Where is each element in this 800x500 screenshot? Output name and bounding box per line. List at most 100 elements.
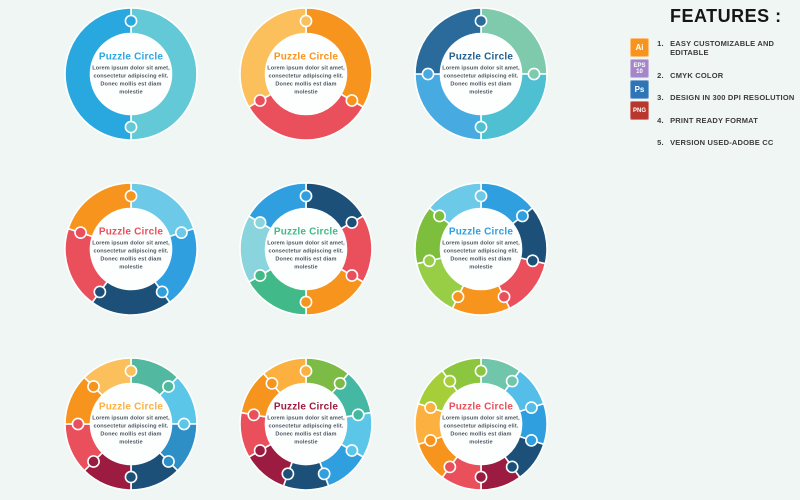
puzzle-knob bbox=[124, 189, 138, 203]
features-body: Ai EPS 10 Ps PNG 1. EASY CUSTOMIZABLE AND EDI… bbox=[626, 37, 796, 161]
eps10-icon: EPS 10 bbox=[630, 59, 649, 78]
puzzle-knob bbox=[333, 376, 347, 390]
puzzle-knob bbox=[253, 94, 267, 107]
puzzle-knob bbox=[299, 295, 313, 309]
puzzle-knob bbox=[474, 364, 488, 378]
puzzle-knob bbox=[93, 285, 107, 299]
puzzle-knob bbox=[351, 408, 365, 422]
puzzle-knob bbox=[345, 216, 359, 229]
puzzle-circle-3-pieces: Puzzle Circle Lorem ipsum dolor sit amet,… bbox=[236, 4, 376, 144]
puzzle-knob bbox=[527, 67, 541, 81]
puzzle-knob bbox=[124, 364, 138, 378]
puzzle-circle-svg bbox=[239, 7, 373, 141]
puzzle-center-disc bbox=[265, 33, 347, 115]
puzzle-knob bbox=[299, 189, 313, 203]
puzzle-knob bbox=[474, 189, 488, 203]
puzzle-knob bbox=[505, 460, 519, 474]
puzzle-knob bbox=[155, 285, 169, 299]
puzzle-center-disc bbox=[265, 383, 347, 465]
puzzle-knob bbox=[345, 94, 359, 107]
puzzle-center-disc bbox=[90, 208, 172, 290]
feature-label: DESIGN IN 300 DPI RESOLUTION bbox=[670, 93, 795, 102]
ps-icon: Ps bbox=[630, 80, 649, 99]
puzzle-knob bbox=[474, 120, 488, 134]
puzzle-center-disc bbox=[440, 383, 522, 465]
puzzle-knob bbox=[422, 254, 436, 268]
puzzle-circle-svg bbox=[414, 7, 548, 141]
feature-number: 1. bbox=[657, 39, 664, 48]
features-list: 1. EASY CUSTOMIZABLE AND EDITABLE 2. CMYK C… bbox=[657, 39, 796, 161]
puzzle-circle-svg bbox=[239, 182, 373, 316]
puzzle-circle-6-pieces: Puzzle Circle Lorem ipsum dolor sit amet,… bbox=[236, 179, 376, 319]
puzzle-circle-7-pieces: Puzzle Circle Lorem ipsum dolor sit amet,… bbox=[411, 179, 551, 319]
puzzle-knob bbox=[253, 269, 267, 282]
puzzle-knob bbox=[175, 226, 188, 240]
puzzle-knob bbox=[281, 467, 295, 481]
puzzle-circle-2-pieces: Puzzle Circle Lorem ipsum dolor sit amet,… bbox=[61, 4, 201, 144]
puzzle-knob bbox=[299, 364, 313, 378]
puzzle-knob bbox=[265, 376, 279, 390]
puzzle-knob bbox=[421, 67, 435, 81]
features-panel: FEATURES : Ai EPS 10 Ps PNG 1. EASY CUSTOMIZA… bbox=[626, 6, 796, 161]
puzzle-circle-5-pieces: Puzzle Circle Lorem ipsum dolor sit amet,… bbox=[61, 179, 201, 319]
puzzle-center-disc bbox=[90, 383, 172, 465]
puzzle-knob bbox=[345, 444, 359, 457]
puzzle-knob bbox=[433, 209, 446, 223]
puzzle-knob bbox=[87, 380, 100, 393]
format-icon-sublabel: 10 bbox=[636, 68, 643, 75]
puzzle-circle-4-pieces: Puzzle Circle Lorem ipsum dolor sit amet,… bbox=[411, 4, 551, 144]
puzzle-circle-svg bbox=[64, 357, 198, 491]
puzzle-knob bbox=[247, 408, 261, 422]
puzzle-knob bbox=[474, 14, 488, 28]
puzzle-knob bbox=[162, 380, 175, 393]
puzzle-knob bbox=[525, 401, 538, 415]
feature-label: EASY CUSTOMIZABLE AND EDITABLE bbox=[670, 39, 775, 57]
features-title: FEATURES : bbox=[670, 6, 782, 26]
puzzle-knob bbox=[162, 455, 175, 468]
puzzle-knob bbox=[253, 444, 267, 457]
puzzle-knob bbox=[526, 254, 540, 268]
puzzle-circle-8-pieces: Puzzle Circle Lorem ipsum dolor sit amet,… bbox=[61, 354, 201, 494]
feature-number: 2. bbox=[657, 70, 664, 80]
puzzle-knob bbox=[451, 290, 465, 304]
feature-item: 1. EASY CUSTOMIZABLE AND EDITABLE bbox=[657, 39, 796, 57]
puzzle-knob bbox=[497, 290, 511, 304]
format-icon-label: PNG bbox=[632, 107, 646, 114]
feature-number: 4. bbox=[657, 115, 664, 125]
puzzle-knob bbox=[424, 433, 437, 447]
format-icon-label: EPS bbox=[633, 62, 646, 69]
puzzle-knob bbox=[124, 120, 138, 134]
png-icon: PNG bbox=[630, 101, 649, 120]
puzzle-knob bbox=[443, 460, 457, 474]
feature-number: 3. bbox=[657, 93, 664, 102]
feature-label: PRINT READY FORMAT bbox=[670, 115, 759, 125]
puzzle-knob bbox=[71, 417, 85, 431]
puzzle-knob bbox=[525, 433, 538, 447]
puzzle-knob bbox=[87, 455, 100, 468]
puzzle-circle-10-pieces: Puzzle Circle Lorem ipsum dolor sit amet,… bbox=[411, 354, 551, 494]
feature-number: 5. bbox=[657, 138, 664, 147]
puzzle-circle-svg bbox=[414, 357, 548, 491]
puzzle-knob bbox=[474, 470, 488, 484]
puzzle-knob bbox=[424, 401, 437, 415]
feature-label: VERSION USED-ADOBE CC bbox=[670, 138, 774, 147]
puzzle-knob bbox=[177, 417, 191, 431]
feature-item: 2. CMYK COLOR bbox=[657, 71, 796, 80]
puzzle-circle-svg bbox=[64, 7, 198, 141]
puzzle-knob bbox=[74, 226, 87, 240]
puzzle-knob bbox=[253, 216, 267, 229]
puzzle-circle-svg bbox=[64, 182, 198, 316]
format-icon-column: Ai EPS 10 Ps PNG bbox=[630, 38, 651, 161]
puzzle-knob bbox=[317, 467, 331, 481]
feature-item: 5. VERSION USED-ADOBE CC bbox=[657, 138, 796, 147]
puzzle-center-disc bbox=[440, 33, 522, 115]
puzzle-knob bbox=[516, 209, 529, 223]
feature-item: 3. DESIGN IN 300 DPI RESOLUTION bbox=[657, 93, 796, 102]
puzzle-circle-svg bbox=[414, 182, 548, 316]
puzzle-knob bbox=[124, 14, 138, 28]
ai-icon: Ai bbox=[630, 38, 649, 57]
feature-item: 4. PRINT READY FORMAT bbox=[657, 116, 796, 125]
puzzle-center-disc bbox=[440, 208, 522, 290]
puzzle-circle-9-pieces: Puzzle Circle Lorem ipsum dolor sit amet,… bbox=[236, 354, 376, 494]
puzzle-circle-svg bbox=[239, 357, 373, 491]
